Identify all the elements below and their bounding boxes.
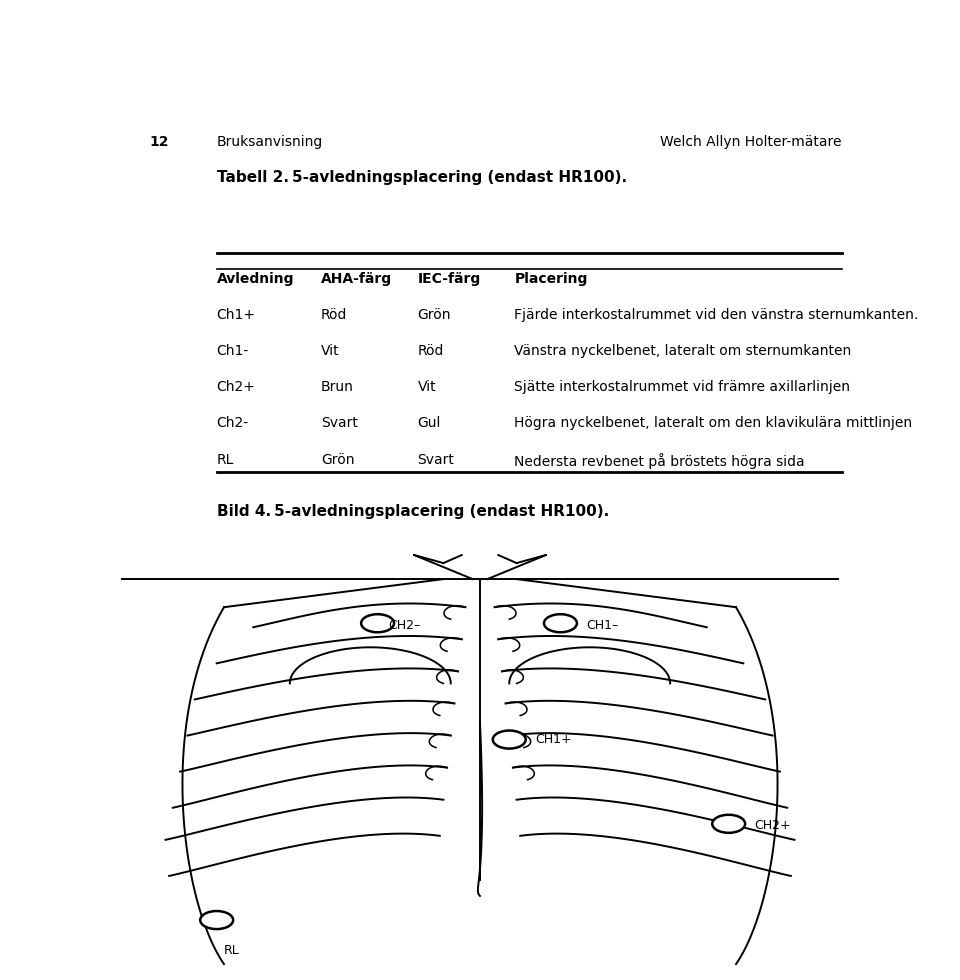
Text: Ch2-: Ch2- (217, 416, 249, 430)
Text: Bild 4. 5-avledningsplacering (endast HR100).: Bild 4. 5-avledningsplacering (endast HR… (217, 504, 609, 519)
Text: Tabell 2. 5-avledningsplacering (endast HR100).: Tabell 2. 5-avledningsplacering (endast … (217, 171, 627, 185)
Text: Röd: Röd (321, 308, 348, 321)
Text: CH2–: CH2– (389, 618, 420, 632)
Text: AHA-färg: AHA-färg (321, 272, 392, 286)
Text: CH1+: CH1+ (535, 733, 571, 746)
Circle shape (492, 730, 526, 749)
Text: Avledning: Avledning (217, 272, 294, 286)
Text: Svart: Svart (418, 453, 454, 466)
Text: Welch Allyn Holter-mätare: Welch Allyn Holter-mätare (660, 135, 842, 149)
Text: 12: 12 (150, 135, 169, 149)
Text: Gul: Gul (418, 416, 441, 430)
Text: IEC-färg: IEC-färg (418, 272, 481, 286)
Text: CH2+: CH2+ (755, 819, 791, 832)
Circle shape (201, 911, 233, 929)
Text: Nedersta revbenet på bröstets högra sida: Nedersta revbenet på bröstets högra sida (515, 453, 804, 468)
Text: Röd: Röd (418, 344, 444, 358)
Text: Bruksanvisning: Bruksanvisning (217, 135, 323, 149)
Text: Högra nyckelbenet, lateralt om den klavikulära mittlinjen: Högra nyckelbenet, lateralt om den klavi… (515, 416, 912, 430)
Text: RL: RL (224, 944, 240, 957)
Text: Ch2+: Ch2+ (217, 380, 255, 394)
Text: RL: RL (217, 453, 234, 466)
Text: CH1–: CH1– (586, 618, 618, 632)
Text: Vänstra nyckelbenet, lateralt om sternumkanten: Vänstra nyckelbenet, lateralt om sternum… (515, 344, 852, 358)
Text: Placering: Placering (515, 272, 588, 286)
Text: Vit: Vit (321, 344, 340, 358)
Text: Fjärde interkostalrummet vid den vänstra sternumkanten.: Fjärde interkostalrummet vid den vänstra… (515, 308, 919, 321)
Text: Brun: Brun (321, 380, 353, 394)
Text: Ch1+: Ch1+ (217, 308, 255, 321)
Circle shape (712, 814, 745, 833)
Circle shape (544, 614, 577, 632)
Text: Sjätte interkostalrummet vid främre axillarlinjen: Sjätte interkostalrummet vid främre axil… (515, 380, 851, 394)
Text: Ch1-: Ch1- (217, 344, 249, 358)
Text: Vit: Vit (418, 380, 436, 394)
Text: Grön: Grön (321, 453, 354, 466)
Text: Svart: Svart (321, 416, 358, 430)
Circle shape (361, 614, 394, 632)
Text: Grön: Grön (418, 308, 451, 321)
